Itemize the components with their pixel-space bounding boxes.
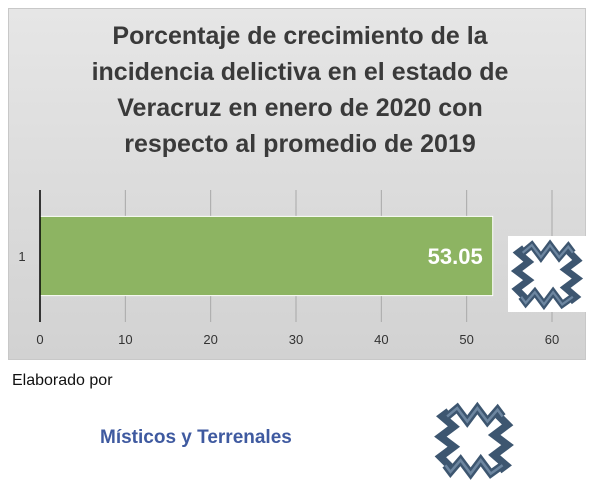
x-tick-label: 20 — [203, 332, 217, 347]
bars — [39, 215, 494, 297]
misticos-terrenales-logo-icon — [428, 398, 520, 482]
brand-name: Místicos y Terrenales — [100, 427, 292, 448]
chart-title-line-1: Porcentaje de crecimiento de la — [112, 22, 488, 50]
x-tick-label: 0 — [36, 332, 43, 347]
bar-chart: 0 10 20 30 40 50 60 53.05 1 — [18, 190, 559, 347]
data-bar — [39, 215, 494, 297]
chart-logo-icon — [508, 236, 586, 312]
chart-title-line-3: Veracruz en enero de 2020 con — [117, 94, 483, 122]
x-tick-label: 10 — [118, 332, 132, 347]
x-tick-label: 30 — [289, 332, 303, 347]
data-label: 53.05 — [428, 244, 483, 269]
x-tick-label: 60 — [545, 332, 559, 347]
chart-title-line-2: incidencia delictiva en el estado de — [91, 58, 509, 86]
chart-title-line-4: respecto al promedio de 2019 — [124, 130, 476, 158]
y-category-label: 1 — [18, 249, 25, 264]
credit-label: Elaborado por — [12, 372, 113, 389]
labels: 0 10 20 30 40 50 60 53.05 1 — [18, 244, 559, 347]
chart-title: Porcentaje de crecimiento de la incidenc… — [0, 18, 600, 162]
x-tick-label: 50 — [459, 332, 473, 347]
chart-panel — [8, 8, 586, 360]
x-tick-label: 40 — [374, 332, 388, 347]
